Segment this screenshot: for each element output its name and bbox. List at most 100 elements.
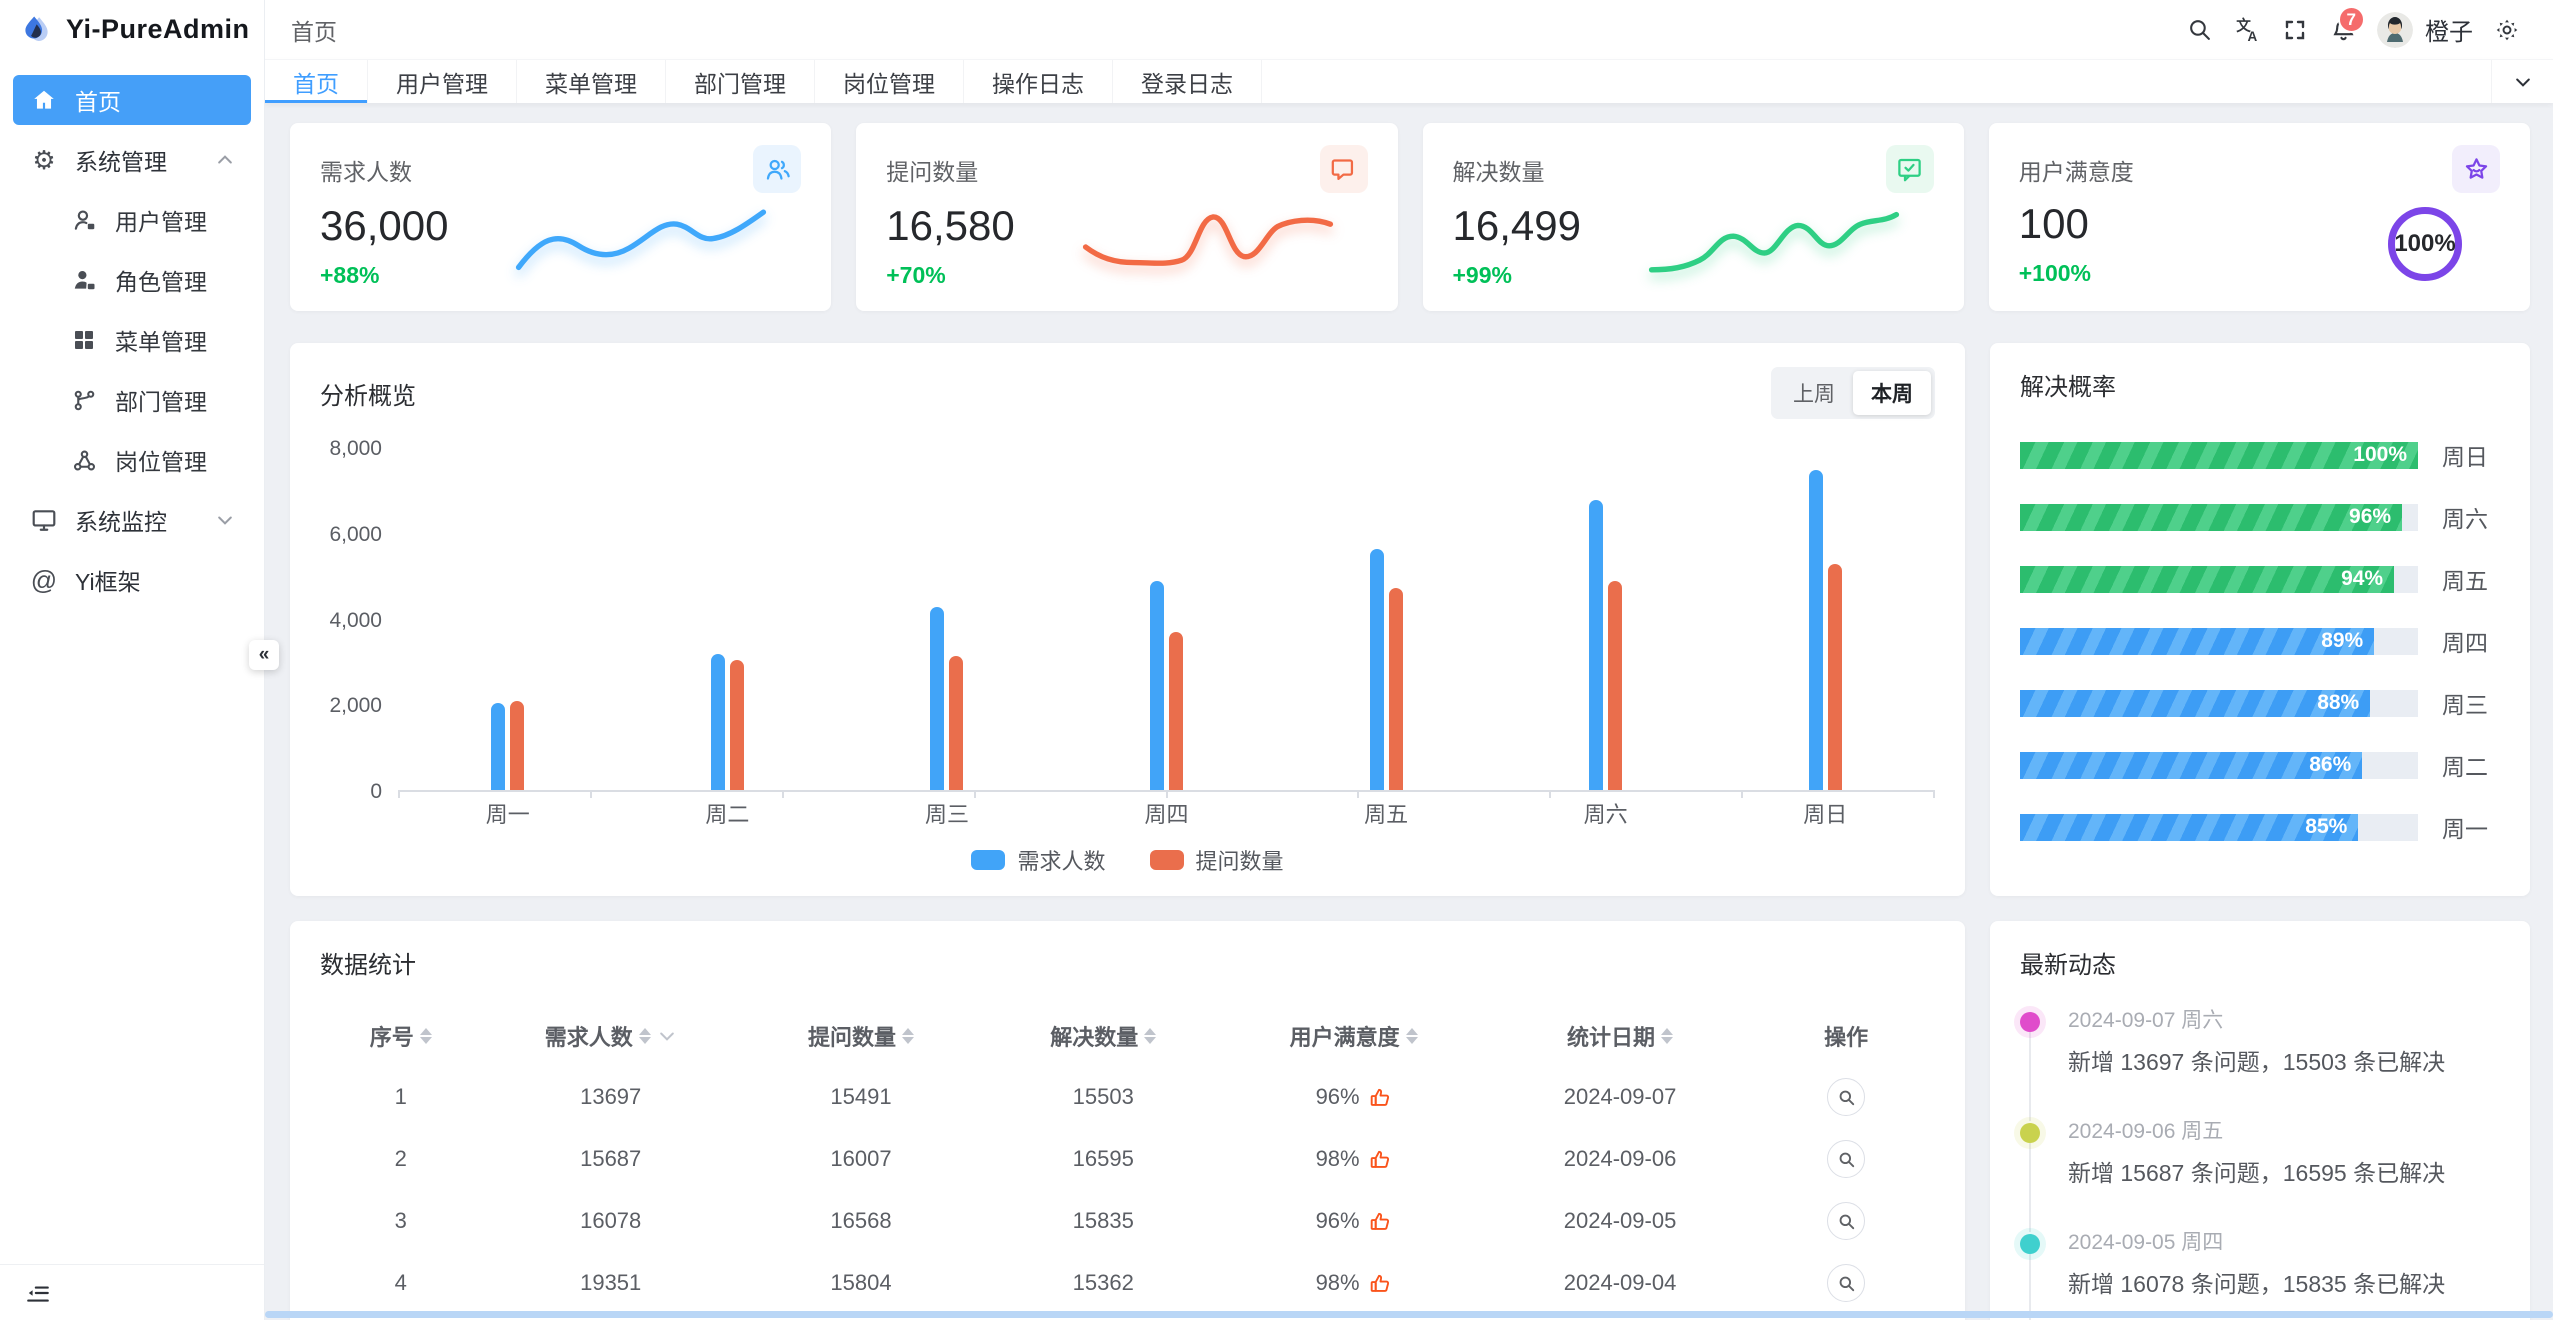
bar-提问数量[interactable] [1388,587,1403,790]
logo-row[interactable]: Yi-PureAdmin [0,0,264,59]
timeline-dot [2020,1012,2040,1032]
sidebar-item-Yi框架[interactable]: @ Yi框架 [30,565,141,595]
stat-card-title: 用户满意度 [2018,159,2134,185]
week-toggle: 上周 本周 [1771,367,1935,419]
sidebar-collapse-button[interactable]: « [249,640,279,670]
progress-row-周二: 86% 周二 [2020,748,2500,782]
col-操作: 操作 [1824,1025,1869,1050]
col-解决数量[interactable]: 解决数量 [982,1004,1224,1066]
bar-需求人数[interactable] [1808,470,1823,790]
users-icon [753,145,802,193]
fullscreen-icon[interactable] [2271,6,2319,54]
sidebar-item-岗位管理[interactable]: 岗位管理 [13,435,251,485]
home-icon [29,85,59,115]
gear-icon[interactable] [2483,6,2531,54]
sort-caret-icon [638,1028,651,1044]
stat-card-value: 16,580 [886,202,1015,249]
view-detail-button[interactable] [1827,1078,1866,1116]
sidebar-item-角色管理[interactable]: 角色管理 [13,255,251,305]
tabs-overflow-chevron-icon[interactable] [2491,60,2553,103]
monitor-icon [29,505,59,535]
search-icon[interactable] [2175,6,2223,54]
toggle-本周[interactable]: 本周 [1853,371,1931,415]
tab-操作日志[interactable]: 操作日志 [964,60,1113,103]
sidebar-item-系统监控[interactable]: 系统监控 [13,495,251,545]
legend-item[interactable]: 需求人数 [971,844,1106,876]
bar-提问数量[interactable] [1608,581,1623,790]
breadcrumb[interactable]: 首页 [291,18,337,45]
stat-cards-row: 需求人数 36,000 +88% [290,123,2530,311]
user-menu[interactable]: 橙子 [2367,11,2483,48]
tab-岗位管理[interactable]: 岗位管理 [815,60,964,103]
stat-card-value: 16,499 [1452,202,1581,249]
toggle-上周[interactable]: 上周 [1793,383,1835,406]
filter-chevron-icon [657,1026,677,1046]
bar-chart: 0 2,000 4,000 6,000 8,000 周一 周二 周三 周四 周五 周六 周日 需求人… [320,419,1935,886]
bar-提问数量[interactable] [949,655,964,790]
bell-icon[interactable]: 7 [2319,5,2367,54]
sort-caret-icon [419,1028,432,1044]
stat-card-ask: 提问数量 16,580 +70% [856,123,1398,311]
view-detail-button[interactable] [1827,1264,1866,1302]
bar-提问数量[interactable] [729,660,744,790]
bar-提问数量[interactable] [1827,564,1842,790]
legend-item[interactable]: 提问数量 [1149,844,1284,876]
chat-check-icon [1885,145,1934,193]
bar-group-周三 [837,449,1057,790]
col-用户满意度[interactable]: 用户满意度 [1224,1004,1482,1066]
avatar [2377,11,2413,48]
bar-需求人数[interactable] [930,606,945,790]
progress-fill: 100% [2020,441,2418,469]
y-axis: 0 2,000 4,000 6,000 8,000 [329,437,382,803]
sidebar-item-系统管理[interactable]: ⚙ 系统管理 [13,135,251,185]
at-icon: @ [30,565,58,595]
chevron-down-icon [215,510,235,530]
horizontal-scrollbar[interactable] [265,1311,2553,1318]
tab-登录日志[interactable]: 登录日志 [1113,60,1262,103]
timeline-item: 2024-09-05 周四 新增 16078 条问题，15835 条已解决 [2020,1226,2500,1320]
view-detail-button[interactable] [1827,1140,1866,1178]
col-统计日期[interactable]: 统计日期 [1483,1004,1758,1066]
sidebar-item-用户管理[interactable]: 用户管理 [13,195,251,245]
tab-首页[interactable]: 首页 [265,60,368,103]
col-需求人数[interactable]: 需求人数 [482,1004,740,1066]
x-axis-labels: 周一 周二 周三 周四 周五 周六 周日 [485,802,1848,827]
progress-row-周四: 89% 周四 [2020,624,2500,658]
progress-row-周六: 96% 周六 [2020,500,2500,534]
bar-需求人数[interactable] [1150,581,1165,790]
col-序号[interactable]: 序号 [320,1004,482,1066]
tab-用户管理[interactable]: 用户管理 [368,60,517,103]
fold-menu-icon[interactable] [25,1280,51,1306]
nodes-icon [69,445,99,475]
satisfaction-ring: 100% [2388,207,2462,281]
stat-card-satisfaction: 用户满意度 100 +100% 100% [1988,123,2530,311]
stat-card-value: 100 [2018,200,2089,247]
bar-提问数量[interactable] [1169,632,1184,790]
tab-菜单管理[interactable]: 菜单管理 [517,60,666,103]
view-detail-button[interactable] [1827,1202,1866,1240]
table-row: 4 19351 15804 15362 98% 2024-09-04 [320,1252,1935,1314]
bar-需求人数[interactable] [710,653,725,790]
col-提问数量[interactable]: 提问数量 [740,1004,982,1066]
bar-groups [398,449,1935,790]
bar-需求人数[interactable] [1369,549,1384,790]
progress-fill: 88% [2020,689,2371,717]
gear-icon: ⚙ [32,145,56,175]
progress-fill: 94% [2020,565,2395,593]
bar-需求人数[interactable] [491,702,506,790]
timeline-dot [2020,1234,2040,1254]
timeline-dot [2020,1123,2040,1143]
sort-caret-icon [1405,1028,1418,1044]
sparkline-need [481,193,801,289]
bar-提问数量[interactable] [510,701,525,790]
sidebar-item-部门管理[interactable]: 部门管理 [13,375,251,425]
plot-area [398,449,1935,798]
tab-部门管理[interactable]: 部门管理 [666,60,815,103]
sidebar-item-菜单管理[interactable]: 菜单管理 [13,315,251,365]
progress-row-周三: 88% 周三 [2020,686,2500,720]
bar-需求人数[interactable] [1589,500,1604,790]
progress-list: 100% 周日 96% 周六 94% 周五 89% 周四 88% 周三 86% … [2020,402,2500,872]
sidebar-item-首页[interactable]: 首页 [13,75,251,125]
